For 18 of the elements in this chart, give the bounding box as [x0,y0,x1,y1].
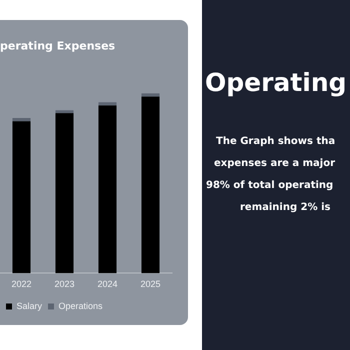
text: Operating [205,68,347,97]
bar [98,105,117,274]
x-tick-label: 2023 [54,279,75,290]
legend-label: Operations [58,300,104,311]
bar [55,113,74,274]
legend-label: Salary [16,300,43,311]
x-tick-label: 2025 [140,279,161,290]
text: remaining 2% is [240,202,330,213]
chart-title: perating Expenses [0,39,116,52]
text: The Graph shows tha [216,136,336,147]
bar [12,118,31,122]
bar [98,102,117,106]
x-tick-label: 2022 [11,279,32,290]
text: expenses are a major [214,158,336,169]
text: 98% of total operating [206,180,334,191]
bar [12,121,31,274]
x-tick-label: 2024 [97,279,118,290]
bar [141,96,160,274]
